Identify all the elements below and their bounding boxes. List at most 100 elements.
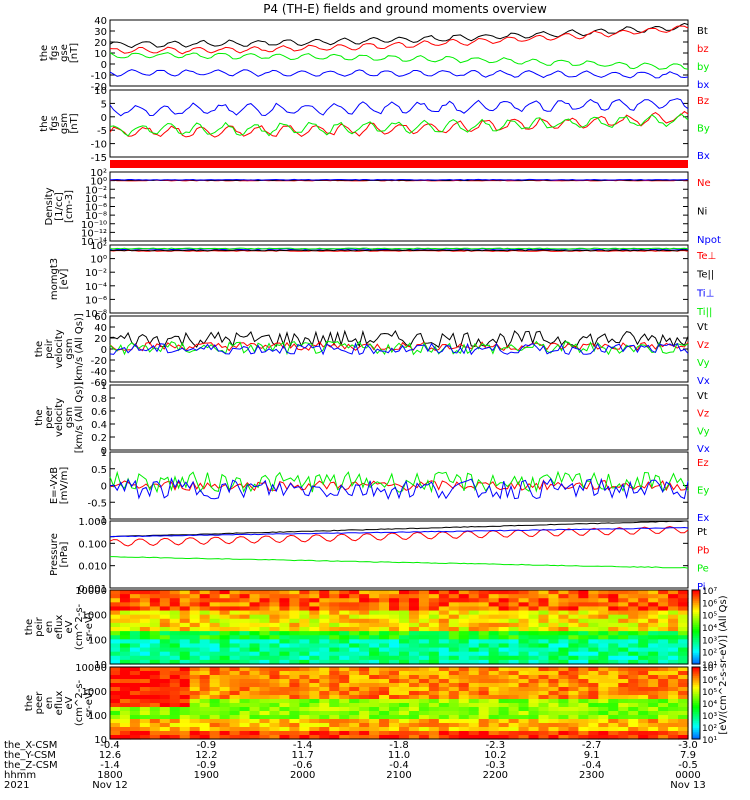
heatmap-cell — [508, 598, 520, 603]
heatmap-cell — [329, 602, 340, 608]
heatmap-cell — [508, 719, 520, 724]
x-row-value: 11.0 — [388, 750, 410, 761]
heatmap-cell — [538, 659, 550, 665]
heatmap-cell — [418, 602, 430, 608]
heatmap-cell — [668, 723, 679, 728]
colorbar-cell — [692, 670, 700, 673]
heatmap-cell — [329, 723, 340, 728]
heatmap-cell — [568, 695, 579, 700]
heatmap-cell — [349, 715, 360, 720]
heatmap-cell — [199, 635, 211, 640]
heatmap-cell — [408, 683, 420, 688]
colorbar-cell — [692, 602, 700, 606]
heatmap-cell — [678, 731, 689, 736]
heatmap-cell — [369, 671, 380, 676]
panel-frame — [109, 244, 689, 314]
heatmap-cell — [438, 598, 450, 603]
y-axis-label: [km/s (All Qs)] — [74, 382, 85, 454]
heatmap-cell — [249, 606, 261, 612]
heatmap-cell — [259, 598, 271, 603]
heatmap-cell — [259, 715, 271, 720]
heatmap-cell — [448, 590, 460, 595]
heatmap-cell — [349, 723, 360, 728]
heatmap-cell — [418, 687, 430, 692]
heatmap-cell — [548, 594, 560, 599]
heatmap-cell — [269, 727, 281, 732]
heatmap-cell — [309, 683, 320, 688]
heatmap-cell — [129, 679, 141, 684]
heatmap-cell — [568, 635, 579, 640]
heatmap-cell — [329, 691, 340, 696]
heatmap-cell — [568, 691, 579, 696]
heatmap-cell — [678, 606, 689, 612]
heatmap-cell — [159, 715, 171, 720]
heatmap-cell — [169, 699, 181, 704]
y-axis-label: gse — [59, 44, 70, 62]
heatmap-cell — [538, 735, 550, 740]
heatmap-cell — [269, 618, 281, 624]
heatmap-cell — [239, 659, 251, 665]
y-tick-label: 1000 — [82, 611, 107, 622]
heatmap-cell — [209, 622, 221, 628]
y-tick-label: 10⁻¹² — [81, 228, 107, 239]
heatmap-cell — [468, 606, 480, 612]
heatmap-cell — [508, 667, 520, 672]
heatmap-cell — [428, 606, 440, 612]
heatmap-cell — [648, 671, 659, 676]
heatmap-cell — [110, 723, 121, 728]
heatmap-cell — [458, 715, 470, 720]
heatmap-cell — [498, 699, 510, 704]
colorbar-cell — [692, 654, 700, 658]
heatmap-cell — [119, 622, 131, 628]
heatmap-cell — [408, 735, 420, 740]
heatmap-cell — [139, 635, 151, 640]
heatmap-cell — [618, 707, 629, 712]
heatmap-cell — [229, 675, 241, 680]
heatmap-cell — [478, 715, 490, 720]
heatmap-cell — [488, 711, 500, 716]
heatmap-cell — [628, 703, 639, 708]
heatmap-cell — [399, 627, 410, 632]
heatmap-cell — [279, 631, 290, 636]
heatmap-cell — [129, 635, 141, 640]
heatmap-cell — [468, 622, 480, 628]
heatmap-cell — [548, 699, 560, 704]
heatmap-cell — [379, 711, 390, 716]
heatmap-cell — [309, 699, 320, 704]
heatmap-cell — [159, 723, 171, 728]
heatmap-cell — [488, 598, 500, 603]
heatmap-cell — [359, 590, 370, 595]
heatmap-cell — [279, 639, 290, 645]
heatmap-cell — [289, 711, 300, 716]
heatmap-cell — [179, 643, 191, 649]
heatmap-cell — [488, 731, 500, 736]
heatmap-cell — [518, 699, 530, 704]
heatmap-cell — [608, 679, 619, 684]
heatmap-cell — [149, 614, 161, 620]
heatmap-cell — [219, 699, 231, 704]
heatmap-cell — [269, 635, 281, 640]
heatmap-cell — [638, 631, 649, 636]
heatmap-cell — [618, 598, 629, 603]
heatmap-cell — [428, 614, 440, 620]
heatmap-cell — [259, 631, 271, 636]
heatmap-cell — [119, 699, 131, 704]
heatmap-cell — [658, 602, 669, 608]
heatmap-cell — [379, 602, 390, 608]
heatmap-cell — [110, 643, 121, 649]
heatmap-cell — [488, 687, 500, 692]
heatmap-cell — [339, 594, 350, 599]
heatmap-cell — [219, 627, 231, 632]
heatmap-cell — [169, 622, 181, 628]
y-tick-label: 5 — [101, 99, 107, 110]
heatmap-cell — [339, 711, 350, 716]
heatmap-cell — [438, 622, 450, 628]
heatmap-cell — [129, 711, 141, 716]
heatmap-cell — [269, 707, 281, 712]
heatmap-cell — [329, 635, 340, 640]
heatmap-cell — [399, 703, 410, 708]
heatmap-cell — [428, 691, 440, 696]
colorbar-tick-label: 10¹ — [702, 661, 717, 671]
heatmap-cell — [578, 671, 589, 676]
heatmap-cell — [149, 594, 161, 599]
